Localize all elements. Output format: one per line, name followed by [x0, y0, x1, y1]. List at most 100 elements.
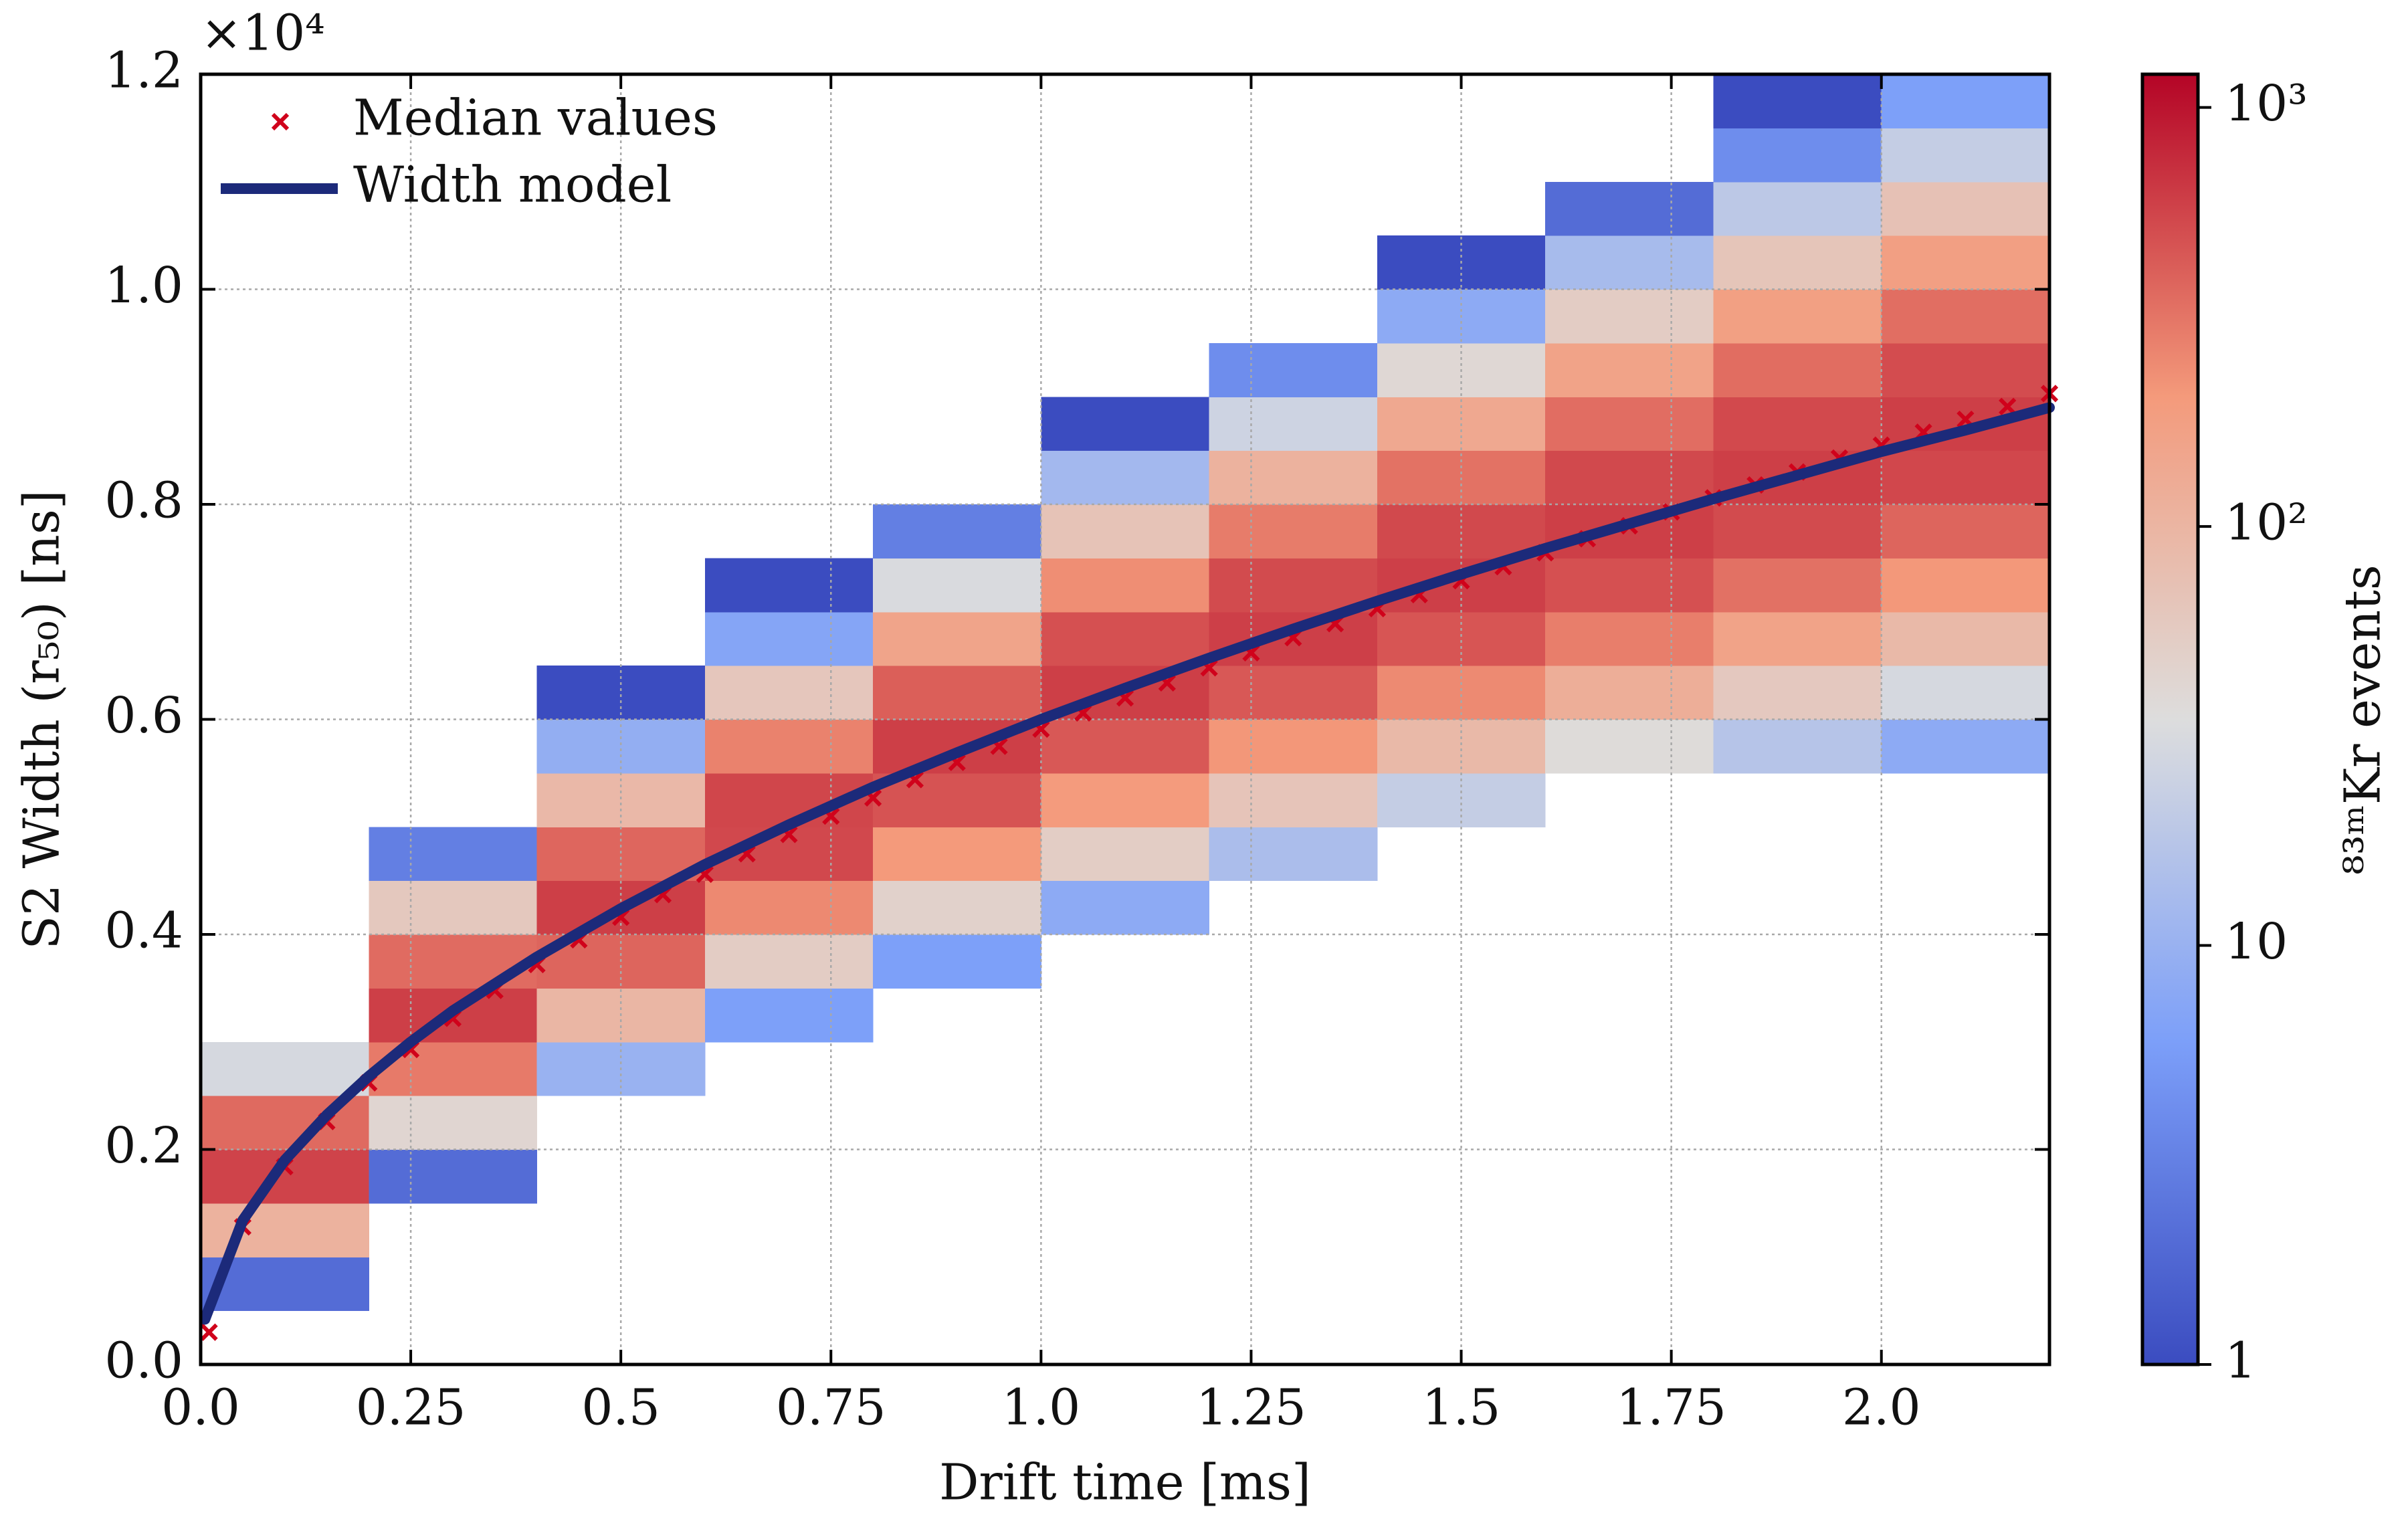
heatmap-cell — [873, 343, 1041, 397]
y-tick-label: 0.2 — [104, 1117, 183, 1175]
heatmap-cell — [704, 880, 874, 935]
heatmap-cell — [873, 988, 1041, 1042]
heatmap-cell — [201, 451, 369, 505]
heatmap-cell — [704, 666, 874, 720]
heatmap-cell — [1881, 289, 2050, 344]
heatmap-cell — [1209, 504, 1378, 558]
heatmap-cell — [873, 1203, 1041, 1257]
colorbar-tick-label: 10³ — [2225, 75, 2308, 132]
heatmap-cell — [201, 881, 369, 935]
heatmap-cell — [201, 397, 369, 451]
heatmap-cell — [369, 1203, 537, 1257]
heatmap-cell — [1545, 988, 1714, 1042]
heatmap-cell — [1713, 719, 1882, 774]
heatmap-cell — [1041, 1042, 1209, 1096]
y-tick-label: 0.6 — [104, 687, 183, 744]
heatmap-cell — [1881, 181, 2050, 236]
heatmap-cell — [1377, 504, 1546, 558]
heatmap-cell — [1882, 1257, 2050, 1311]
heatmap-cell — [873, 1042, 1041, 1096]
heatmap-cell — [1041, 988, 1209, 1042]
heatmap-cell — [1209, 235, 1378, 290]
heatmap-cell — [1041, 182, 1209, 236]
heatmap-cell — [1713, 397, 1882, 451]
heatmap-cell — [369, 720, 537, 774]
heatmap-cell — [201, 773, 369, 827]
heatmap-cell — [1209, 827, 1378, 882]
heatmap-cell — [201, 74, 369, 128]
heatmap-cell — [1882, 1096, 2050, 1150]
heatmap-cell — [201, 666, 369, 720]
heatmap-cell — [536, 666, 706, 720]
heatmap-cell — [201, 128, 369, 182]
heatmap-cell — [1713, 1203, 1882, 1257]
heatmap-cell — [1041, 611, 1210, 666]
heatmap-cell — [1545, 289, 1714, 344]
median-marker — [200, 1323, 218, 1341]
heatmap-cell — [1209, 666, 1378, 720]
x-tick-label: 2.0 — [1842, 1379, 1921, 1436]
heatmap-cell — [369, 504, 537, 558]
colorbar-tick-label: 10 — [2225, 913, 2288, 971]
heatmap-cell — [704, 719, 874, 774]
heatmap-cell — [369, 880, 538, 935]
median-marker — [1999, 397, 2017, 415]
heatmap-cell — [1545, 666, 1714, 720]
legend-label: Median values — [353, 89, 718, 146]
heatmap-cell — [1041, 880, 1210, 935]
heatmap-cell — [1545, 235, 1714, 290]
legend-marker — [271, 112, 290, 131]
heatmap-cell — [1209, 1150, 1378, 1204]
y-tick-label: 0.0 — [104, 1332, 183, 1389]
heatmap-cell — [1545, 1257, 1714, 1311]
heatmap-cell — [369, 397, 537, 451]
heatmap-cell — [201, 612, 369, 666]
heatmap-cell — [1713, 1042, 1882, 1096]
heatmap-cell — [873, 1096, 1041, 1150]
heatmap-cell — [873, 128, 1041, 182]
heatmap-cell — [873, 666, 1041, 720]
heatmap-cell — [1545, 74, 1714, 128]
heatmap-cell — [705, 1150, 874, 1204]
heatmap-cell — [201, 1311, 369, 1365]
heatmap-cell — [369, 451, 537, 505]
heatmap-cell — [705, 451, 874, 505]
heatmap-cell — [1545, 342, 1714, 397]
heatmap-cell — [1545, 1203, 1714, 1257]
heatmap-cell — [1041, 504, 1210, 558]
heatmap-cell — [873, 827, 1041, 882]
heatmap-cell — [201, 235, 369, 290]
heatmap-cell — [1209, 1042, 1378, 1096]
heatmap-cell — [1209, 1096, 1378, 1150]
heatmap-cell — [873, 611, 1041, 666]
y-tick-label: 1.2 — [104, 41, 183, 99]
heatmap-cell — [1545, 450, 1714, 505]
colorbar-tick-label: 10² — [2225, 494, 2308, 552]
heatmap-cell — [1209, 1257, 1378, 1311]
heatmap-cell — [1545, 719, 1714, 774]
heatmap-cell — [369, 934, 538, 989]
heatmap-cell — [369, 1096, 538, 1150]
heatmap-cell — [1041, 1257, 1209, 1311]
heatmap-cell — [705, 1257, 874, 1311]
heatmap-cell — [1209, 290, 1378, 344]
heatmap-cell — [1041, 1203, 1209, 1257]
heatmap-cell — [536, 827, 706, 882]
heatmap-cell — [1881, 450, 2050, 505]
heatmap-cell — [1882, 1203, 2050, 1257]
heatmap-cell — [1545, 128, 1714, 182]
heatmap-cell — [1209, 558, 1378, 613]
colorbar — [2140, 72, 2200, 1366]
heatmap-cell — [1545, 397, 1714, 451]
heatmap-cell — [1713, 342, 1882, 397]
heatmap-cell — [1882, 1042, 2050, 1096]
heatmap-cell — [1209, 881, 1378, 935]
heatmap-cell — [1209, 182, 1378, 236]
heatmap-cell — [1041, 1096, 1209, 1150]
heatmap-cell — [536, 773, 706, 827]
heatmap-cell — [1713, 128, 1882, 183]
heatmap-cell — [1713, 1150, 1882, 1204]
heatmap-cell — [1882, 988, 2050, 1042]
heatmap-cell — [873, 235, 1041, 290]
